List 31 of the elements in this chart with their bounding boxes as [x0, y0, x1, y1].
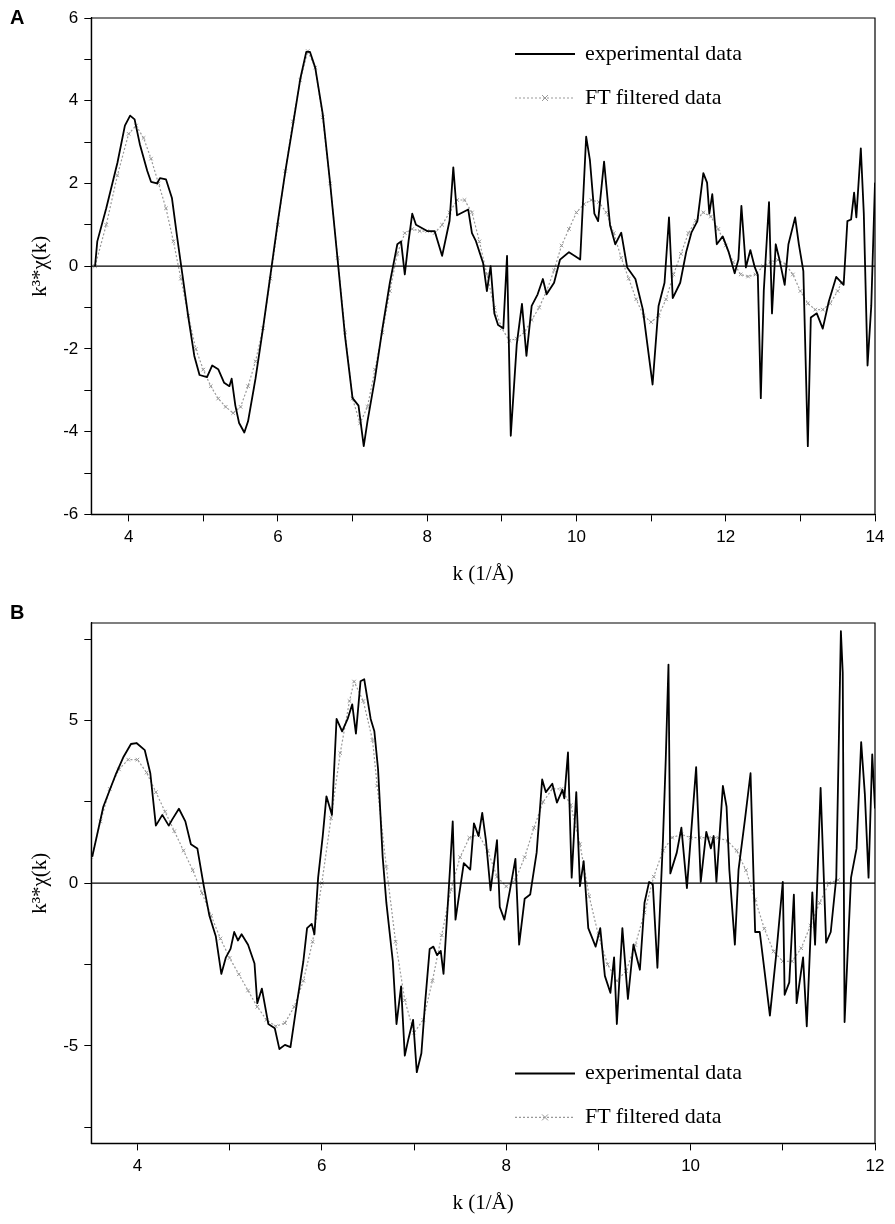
x-tick-label: 14	[865, 527, 885, 547]
x-tick-label: 12	[865, 1156, 885, 1176]
legend-label: FT filtered data	[585, 83, 722, 109]
x-axis-title: k (1/Å)	[452, 1189, 514, 1214]
y-tick-label: 5	[68, 710, 79, 730]
y-tick-label: -5	[63, 1035, 79, 1055]
x-tick-label: 10	[566, 527, 586, 547]
x-tick-label: 4	[132, 1156, 143, 1176]
y-tick-label: 6	[68, 7, 79, 27]
y-tick-label: 2	[68, 173, 79, 193]
y-tick-label: -4	[63, 421, 79, 441]
x-tick-label: 10	[681, 1156, 701, 1176]
legend-label: experimental data	[585, 1059, 743, 1085]
x-tick-label: 4	[123, 527, 134, 547]
x-axis-title: k (1/Å)	[452, 560, 514, 585]
x-tick-label: 6	[317, 1156, 327, 1176]
y-tick-label: -2	[63, 338, 79, 358]
y-axis-title: k³*χ(k)	[27, 852, 52, 914]
y-axis-title: k³*χ(k)	[27, 235, 52, 297]
y-tick-label: 4	[68, 90, 79, 110]
chart-title: A	[10, 6, 25, 29]
legend-label: experimental data	[585, 39, 743, 65]
x-tick-label: 6	[273, 527, 283, 547]
y-tick-label: 0	[68, 255, 79, 275]
legend-label: FT filtered data	[585, 1103, 722, 1129]
x-tick-label: 12	[716, 527, 736, 547]
y-tick-label: -6	[63, 504, 79, 524]
y-tick-label: 0	[68, 872, 79, 892]
x-tick-label: 8	[501, 1156, 511, 1176]
x-tick-label: 8	[422, 527, 432, 547]
chart-title: B	[10, 601, 25, 624]
